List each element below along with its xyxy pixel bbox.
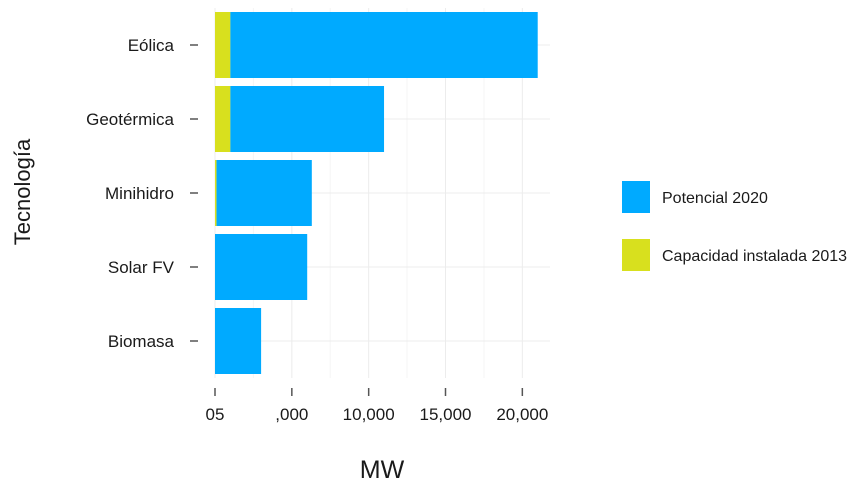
x-axis: 05 ,000 10,000 15,000 20,000: [206, 388, 548, 424]
x-tick-label: 20,000: [496, 405, 548, 424]
y-tick-label: Geotérmica: [86, 110, 174, 129]
legend: Potencial 2020 Capacidad instalada 2013: [622, 181, 847, 271]
bar-potencial-2020-3: [215, 234, 308, 300]
y-tick-label: Minihidro: [105, 184, 174, 203]
bar-potencial-2020-1: [230, 86, 385, 152]
bar-capacidad-instalada-2013-0: [215, 12, 231, 78]
legend-label: Potencial 2020: [662, 190, 768, 207]
bar-capacidad-instalada-2013-2: [215, 160, 217, 226]
bar-capacidad-instalada-2013-1: [215, 86, 231, 152]
bar-potencial-2020-0: [230, 12, 538, 78]
bar-potencial-2020-2: [216, 160, 312, 226]
x-axis-title: MW: [360, 456, 405, 484]
y-tick-label: Solar FV: [108, 258, 175, 277]
y-axis-title: Tecnología: [10, 138, 35, 245]
x-tick-label: 10,000: [343, 405, 395, 424]
bars-layer: [215, 12, 538, 374]
y-tick-label: Eólica: [128, 36, 175, 55]
x-tick-label: 15,000: [420, 405, 472, 424]
x-tick-label: 05: [206, 405, 225, 424]
y-axis: Eólica Geotérmica Minihidro Solar FV Biomasa: [86, 36, 198, 351]
legend-swatch: [622, 181, 650, 213]
legend-swatch: [622, 239, 650, 271]
legend-label: Capacidad instalada 2013: [662, 248, 847, 265]
y-tick-label: Biomasa: [108, 332, 175, 351]
bar-potencial-2020-4: [215, 308, 262, 374]
x-tick-label: ,000: [275, 405, 308, 424]
